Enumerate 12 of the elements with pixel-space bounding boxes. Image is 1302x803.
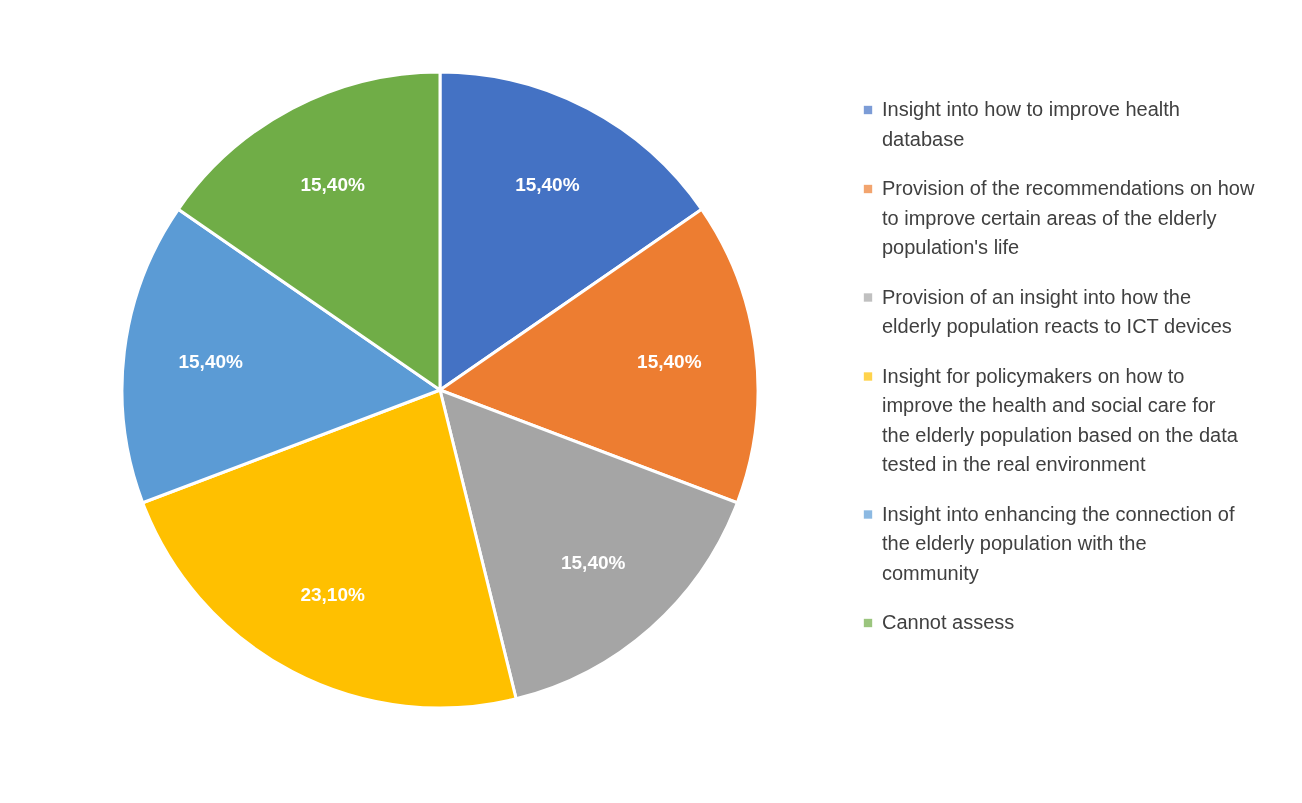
legend-label: Insight for policymakers on how to improve the health and social care for the elderly population based on the data tested in the real environment — [882, 364, 1239, 475]
data-label: 23,10% — [300, 583, 365, 605]
legend-label: Cannot assess — [882, 611, 1015, 633]
data-label: 15,40% — [178, 351, 243, 373]
legend-label: Insight into enhancing the connection of the elderly population with the community — [882, 502, 1235, 584]
legend-label: Provision of an insight into how the elderly population reacts to ICT devices — [882, 285, 1232, 337]
data-label: 15,40% — [560, 551, 626, 573]
data-label: 15,40% — [515, 174, 580, 196]
data-label: 15,40% — [637, 351, 702, 373]
legend-label: Insight into how to improve health database — [882, 98, 1180, 150]
data-label: 15,40% — [300, 174, 365, 196]
legend-label: Provision of the recommendations on how to improve certain areas of the elderly population's life — [882, 177, 1255, 258]
